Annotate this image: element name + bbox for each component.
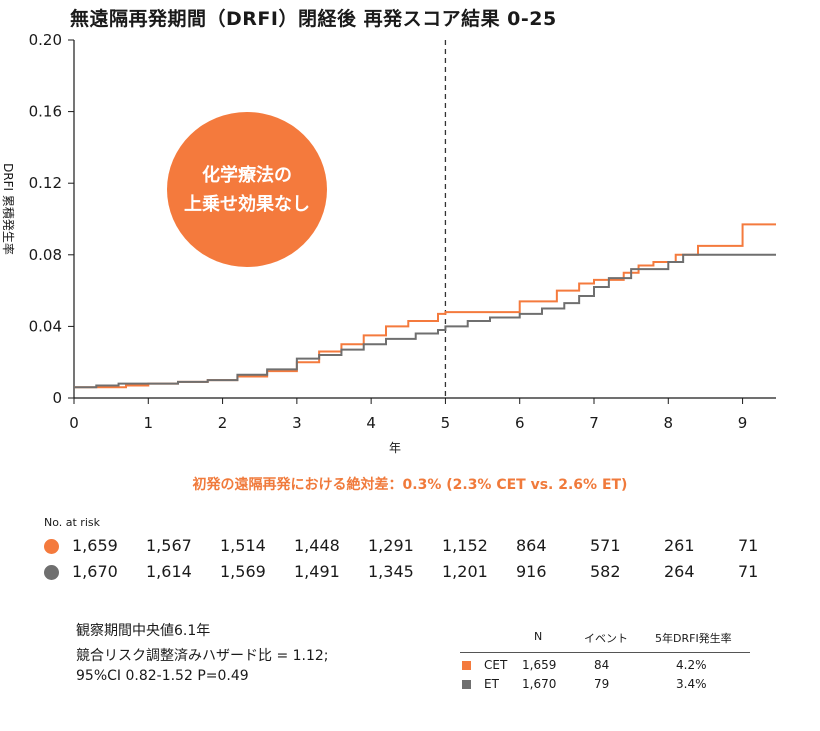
- summary-cell-arm: CET: [484, 658, 508, 672]
- no-benefit-callout: 化学療法の 上乗せ効果なし: [167, 112, 327, 267]
- at-risk-value: 264: [664, 562, 695, 581]
- x-tick-label: 1: [144, 414, 154, 432]
- at-risk-value: 1,448: [294, 536, 340, 555]
- summary-header-events: イベント: [584, 632, 628, 645]
- x-tick-label: 9: [738, 414, 748, 432]
- y-tick-label: 0.12: [29, 174, 62, 192]
- at-risk-value: 261: [664, 536, 695, 555]
- at-risk-marker: [44, 565, 59, 580]
- at-risk-value: 1,670: [72, 562, 118, 581]
- x-tick-label: 8: [664, 414, 674, 432]
- y-tick-label: 0.16: [29, 103, 62, 121]
- summary-cell-rate: 3.4%: [676, 677, 707, 691]
- at-risk-value: 1,345: [368, 562, 414, 581]
- at-risk-value: 582: [590, 562, 621, 581]
- summary-swatch: [462, 661, 471, 670]
- callout-line-1: 化学療法の: [202, 164, 292, 186]
- summary-cell-events: 84: [594, 658, 610, 672]
- summary-divider: [460, 652, 750, 653]
- hazard-ratio-note: 競合リスク調整済みハザード比 = 1.12; 95%CI 0.82-1.52 P…: [76, 648, 329, 684]
- km-chart: 0 1 2 3 4 5 6 7 8 9 0 0.04 0.08 0.12 0.16 0.20 DRFI 累積発…: [1, 31, 776, 455]
- at-risk-value: 1,291: [368, 536, 414, 555]
- summary-cell-n: 1,670: [522, 677, 557, 691]
- at-risk-value: 1,491: [294, 562, 340, 581]
- at-risk-marker: [44, 539, 59, 554]
- at-risk-row-cet: 1,659 1,567 1,514 1,448 1,291 1,152 864 571 261 7…: [44, 536, 784, 556]
- chart-series: [74, 223, 776, 389]
- series-cet-line: [74, 223, 776, 389]
- absolute-difference-note: 初発の遠隔再発における絶対差：0.3% (2.3% CET vs. 2.6% E…: [192, 477, 628, 493]
- summary-cell-events: 79: [594, 677, 610, 691]
- summary-cell-arm: ET: [484, 677, 499, 691]
- x-tick-label: 3: [292, 414, 302, 432]
- summary-header-n: N: [534, 630, 543, 643]
- y-tick-label: 0: [52, 389, 62, 407]
- y-tick-label: 0.08: [29, 246, 62, 264]
- x-tick-label: 0: [69, 414, 79, 432]
- chart-title: 無遠隔再発期間（DRFI）閉経後 再発スコア結果 0-25: [70, 8, 557, 30]
- y-tick-label: 0.04: [29, 317, 62, 335]
- at-risk-value: 1,152: [442, 536, 488, 555]
- at-risk-value: 71: [738, 536, 759, 555]
- at-risk-header: No. at risk: [44, 516, 100, 529]
- at-risk-value: 1,614: [146, 562, 192, 581]
- at-risk-row-et: 1,670 1,614 1,569 1,491 1,345 1,201 916 582 264 7…: [44, 562, 784, 582]
- x-tick-label: 5: [441, 414, 451, 432]
- at-risk-value: 1,201: [442, 562, 488, 581]
- summary-cell-rate: 4.2%: [676, 658, 707, 672]
- at-risk-value: 71: [738, 562, 759, 581]
- series-et-line: [74, 253, 776, 389]
- summary-cell-n: 1,659: [522, 658, 557, 672]
- at-risk-value: 1,567: [146, 536, 192, 555]
- at-risk-value: 1,514: [220, 536, 266, 555]
- y-axis-label: DRFI 累積発生率: [1, 163, 16, 255]
- at-risk-value: 571: [590, 536, 621, 555]
- y-tick-label: 0.20: [29, 31, 62, 49]
- summary-header-rate: 5年DRFI発生率: [655, 632, 732, 645]
- callout-line-2: 上乗せ効果なし: [184, 193, 310, 215]
- chart-axes: 0 1 2 3 4 5 6 7 8 9 0 0.04 0.08 0.12 0.16 0.20: [29, 31, 776, 432]
- at-risk-value: 916: [516, 562, 547, 581]
- x-tick-label: 4: [366, 414, 376, 432]
- at-risk-value: 864: [516, 536, 547, 555]
- x-tick-label: 2: [218, 414, 228, 432]
- median-followup-note: 観察期間中央値6.1年: [76, 623, 211, 639]
- summary-swatch: [462, 680, 471, 689]
- x-axis-label: 年: [389, 441, 401, 455]
- x-tick-label: 7: [589, 414, 599, 432]
- at-risk-value: 1,659: [72, 536, 118, 555]
- at-risk-value: 1,569: [220, 562, 266, 581]
- x-tick-label: 6: [515, 414, 525, 432]
